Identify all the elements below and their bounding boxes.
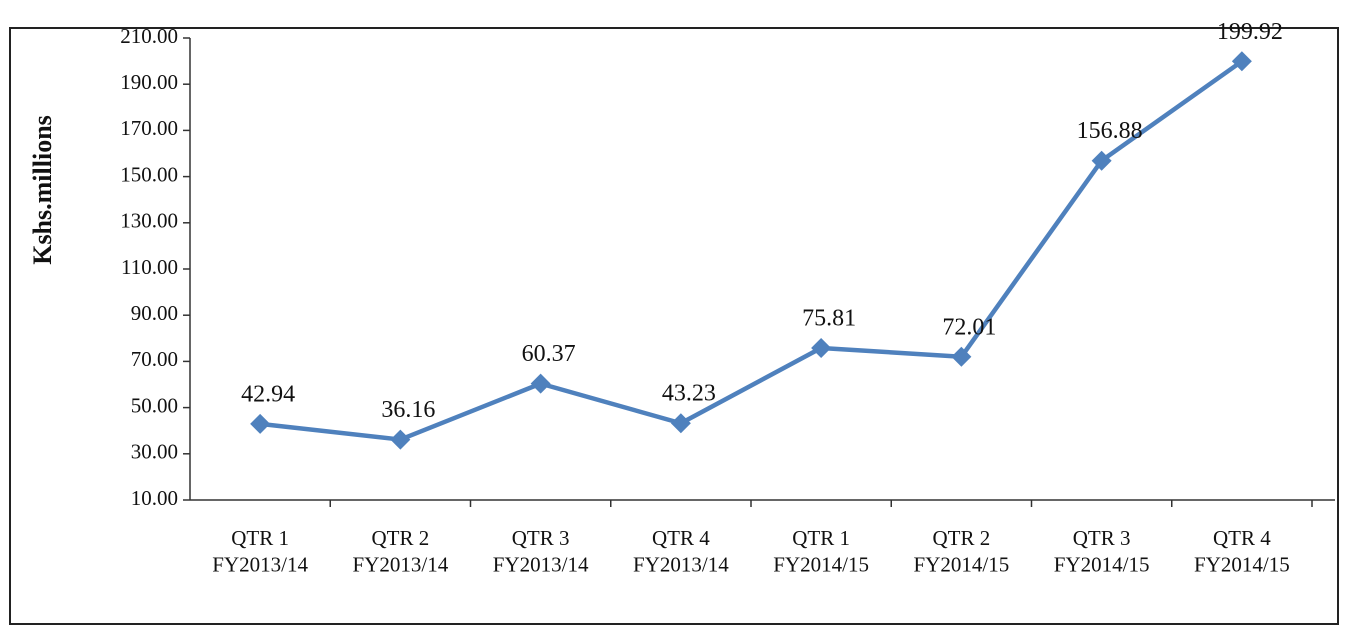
data-label: 43.23 — [662, 381, 716, 407]
marker — [1231, 51, 1252, 72]
y-tick-label: 90.00 — [131, 301, 178, 325]
marker — [670, 413, 691, 434]
marker — [1091, 150, 1112, 171]
data-label: 42.94 — [241, 381, 295, 407]
y-tick-label: 170.00 — [120, 116, 178, 140]
y-tick-label: 50.00 — [131, 393, 178, 417]
x-tick-label: QTR 1 FY2013/14 — [212, 526, 308, 576]
data-label: 36.16 — [381, 397, 435, 423]
y-tick-label: 190.00 — [120, 70, 178, 94]
chart-frame — [9, 27, 1339, 625]
x-tick-label: QTR 2 FY2013/14 — [353, 526, 449, 576]
data-label: 75.81 — [802, 305, 856, 331]
y-tick-label: 110.00 — [121, 255, 178, 279]
x-tick-label: QTR 1 FY2014/15 — [773, 526, 869, 576]
marker — [250, 413, 271, 434]
marker — [390, 429, 411, 450]
x-tick-label: QTR 4 FY2014/15 — [1194, 526, 1290, 576]
data-label: 72.01 — [942, 314, 996, 340]
y-tick-label: 210.00 — [120, 24, 178, 48]
data-label: 156.88 — [1077, 118, 1143, 144]
x-tick-label: QTR 4 FY2013/14 — [633, 526, 729, 576]
x-tick-label: QTR 2 FY2014/15 — [914, 526, 1010, 576]
y-axis-label: Kshs.millions — [28, 115, 57, 265]
y-tick-label: 130.00 — [120, 209, 178, 233]
marker — [951, 346, 972, 367]
y-tick-label: 30.00 — [131, 440, 178, 464]
marker — [530, 373, 551, 394]
marker — [811, 337, 832, 358]
y-tick-label: 70.00 — [131, 347, 178, 371]
series-line — [259, 59, 1244, 442]
y-tick-label: 10.00 — [131, 486, 178, 510]
x-tick-label: QTR 3 FY2013/14 — [493, 526, 589, 576]
x-tick-label: QTR 3 FY2014/15 — [1054, 526, 1150, 576]
y-tick-label: 150.00 — [120, 162, 178, 186]
data-label: 199.92 — [1217, 19, 1283, 45]
data-label: 60.37 — [522, 341, 576, 367]
